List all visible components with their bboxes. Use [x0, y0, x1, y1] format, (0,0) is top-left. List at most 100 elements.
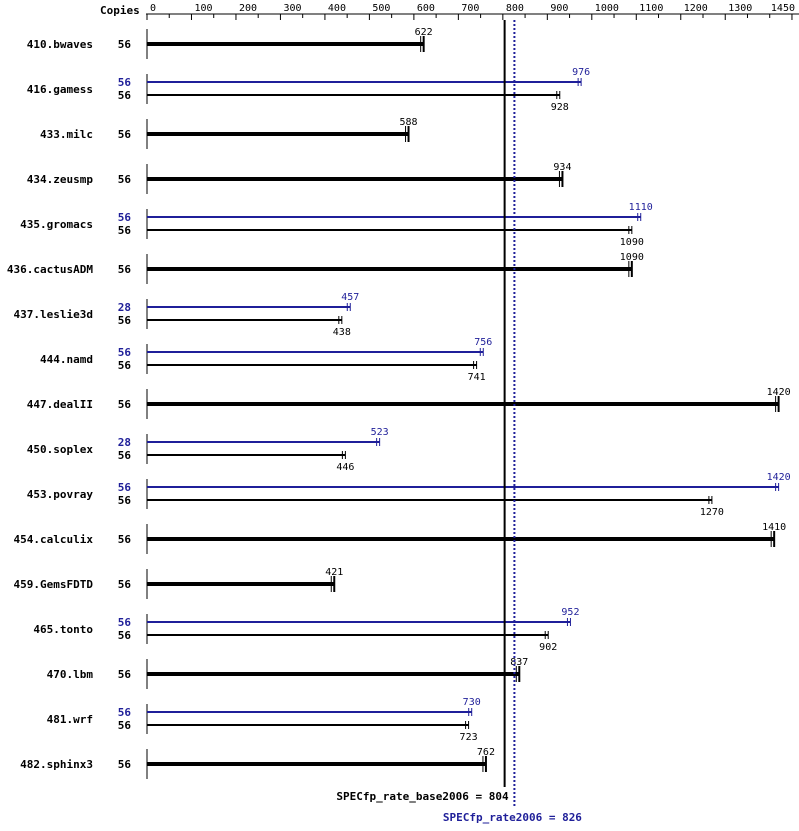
base-value-label: 934: [553, 162, 571, 173]
benchmark-row: 447.dealII 56 1420: [27, 387, 791, 419]
benchmark-name: 436.cactusADM: [7, 263, 93, 276]
peak-copies: 28: [118, 301, 131, 314]
benchmark-row: 434.zeusmp 56 934: [27, 162, 571, 194]
peak-reference-label: SPECfp_rate2006 = 826: [443, 811, 582, 824]
peak-value-label: 976: [572, 67, 590, 78]
base-copies: 56: [118, 224, 132, 237]
benchmark-row: 454.calculix 56 1410: [14, 522, 786, 554]
benchmark-row: 410.bwaves 56 622: [27, 27, 433, 59]
base-copies: 56: [118, 668, 132, 681]
peak-value-label: 1110: [629, 202, 653, 213]
peak-copies: 28: [118, 436, 131, 449]
peak-value-label: 457: [341, 292, 359, 303]
benchmark-name: 435.gromacs: [20, 218, 93, 231]
base-value-label: 723: [460, 732, 478, 743]
base-value-label: 438: [333, 327, 351, 338]
base-copies: 56: [118, 578, 132, 591]
x-tick-label: 300: [283, 3, 301, 14]
base-copies: 56: [118, 398, 132, 411]
benchmark-name: 416.gamess: [27, 83, 93, 96]
benchmark-name: 450.soplex: [27, 443, 94, 456]
x-tick-label: 1100: [639, 3, 663, 14]
benchmark-row: 433.milc 56 588: [40, 117, 418, 149]
reference-lines: SPECfp_rate_base2006 = 804 SPECfp_rate200…: [336, 20, 582, 824]
base-value-label: 421: [325, 567, 343, 578]
base-value-label: 762: [477, 747, 495, 758]
peak-copies: 56: [118, 211, 132, 224]
base-value-label: 928: [551, 102, 569, 113]
x-tick-label: 100: [194, 3, 212, 14]
base-value-label: 1420: [767, 387, 791, 398]
benchmark-name: 465.tonto: [33, 623, 93, 636]
benchmark-name: 410.bwaves: [27, 38, 93, 51]
base-copies: 56: [118, 359, 132, 372]
base-copies: 56: [118, 263, 132, 276]
base-value-label: 588: [400, 117, 418, 128]
base-copies: 56: [118, 173, 132, 186]
benchmark-row: 470.lbm 56 837: [47, 657, 528, 689]
benchmark-name: 453.povray: [27, 488, 94, 501]
peak-value-label: 756: [474, 337, 492, 348]
base-copies: 56: [118, 89, 132, 102]
copies-column-header: Copies: [100, 4, 140, 17]
x-tick-label: 0: [150, 3, 156, 14]
benchmark-name: 447.dealII: [27, 398, 93, 411]
benchmark-name: 454.calculix: [14, 533, 94, 546]
peak-value-label: 1420: [767, 472, 791, 483]
benchmark-name: 434.zeusmp: [27, 173, 94, 186]
base-value-label: 622: [415, 27, 433, 38]
base-copies: 56: [118, 629, 132, 642]
x-tick-label: 900: [550, 3, 568, 14]
base-copies: 56: [118, 314, 132, 327]
benchmark-row: 459.GemsFDTD 56 421: [14, 567, 343, 599]
peak-copies: 56: [118, 76, 132, 89]
peak-copies: 56: [118, 481, 132, 494]
benchmark-name: 444.namd: [40, 353, 93, 366]
base-copies: 56: [118, 719, 132, 732]
base-value-label: 446: [336, 462, 354, 473]
base-value-label: 837: [510, 657, 528, 668]
benchmark-name: 481.wrf: [47, 713, 93, 726]
benchmark-name: 437.leslie3d: [14, 308, 93, 321]
benchmark-name: 482.sphinx3: [20, 758, 93, 771]
base-value-label: 902: [539, 642, 557, 653]
peak-copies: 56: [118, 706, 132, 719]
x-tick-label: 1300: [728, 3, 752, 14]
base-copies: 56: [118, 449, 132, 462]
base-value-label: 1090: [620, 252, 644, 263]
base-value-label: 1410: [762, 522, 786, 533]
x-tick-label: 1450: [771, 3, 795, 14]
base-value-label: 1270: [700, 507, 724, 518]
peak-copies: 56: [118, 346, 132, 359]
benchmark-name: 459.GemsFDTD: [14, 578, 94, 591]
base-reference-label: SPECfp_rate_base2006 = 804: [336, 790, 509, 803]
x-axis-ticks: 0 100 200 300 400 500 600 700 800 900 1000 1100 1200…: [146, 3, 795, 20]
base-copies: 56: [118, 128, 132, 141]
base-copies: 56: [118, 758, 132, 771]
peak-copies: 56: [118, 616, 132, 629]
x-tick-label: 1000: [595, 3, 619, 14]
benchmark-name: 470.lbm: [47, 668, 94, 681]
base-copies: 56: [118, 494, 132, 507]
x-tick-label: 200: [239, 3, 257, 14]
x-tick-label: 500: [372, 3, 390, 14]
benchmark-row: 436.cactusADM 56 1090: [7, 252, 644, 284]
benchmark-row: 482.sphinx3 56 762: [20, 747, 495, 779]
base-value-label: 741: [468, 372, 486, 383]
base-copies: 56: [118, 533, 132, 546]
x-tick-label: 800: [506, 3, 524, 14]
base-value-label: 1090: [620, 237, 644, 248]
benchmark-bars: 410.bwaves 56622416.gamess5656976928433.m…: [7, 27, 791, 779]
x-tick-label: 400: [328, 3, 346, 14]
x-tick-label: 1200: [684, 3, 708, 14]
peak-value-label: 523: [371, 427, 389, 438]
